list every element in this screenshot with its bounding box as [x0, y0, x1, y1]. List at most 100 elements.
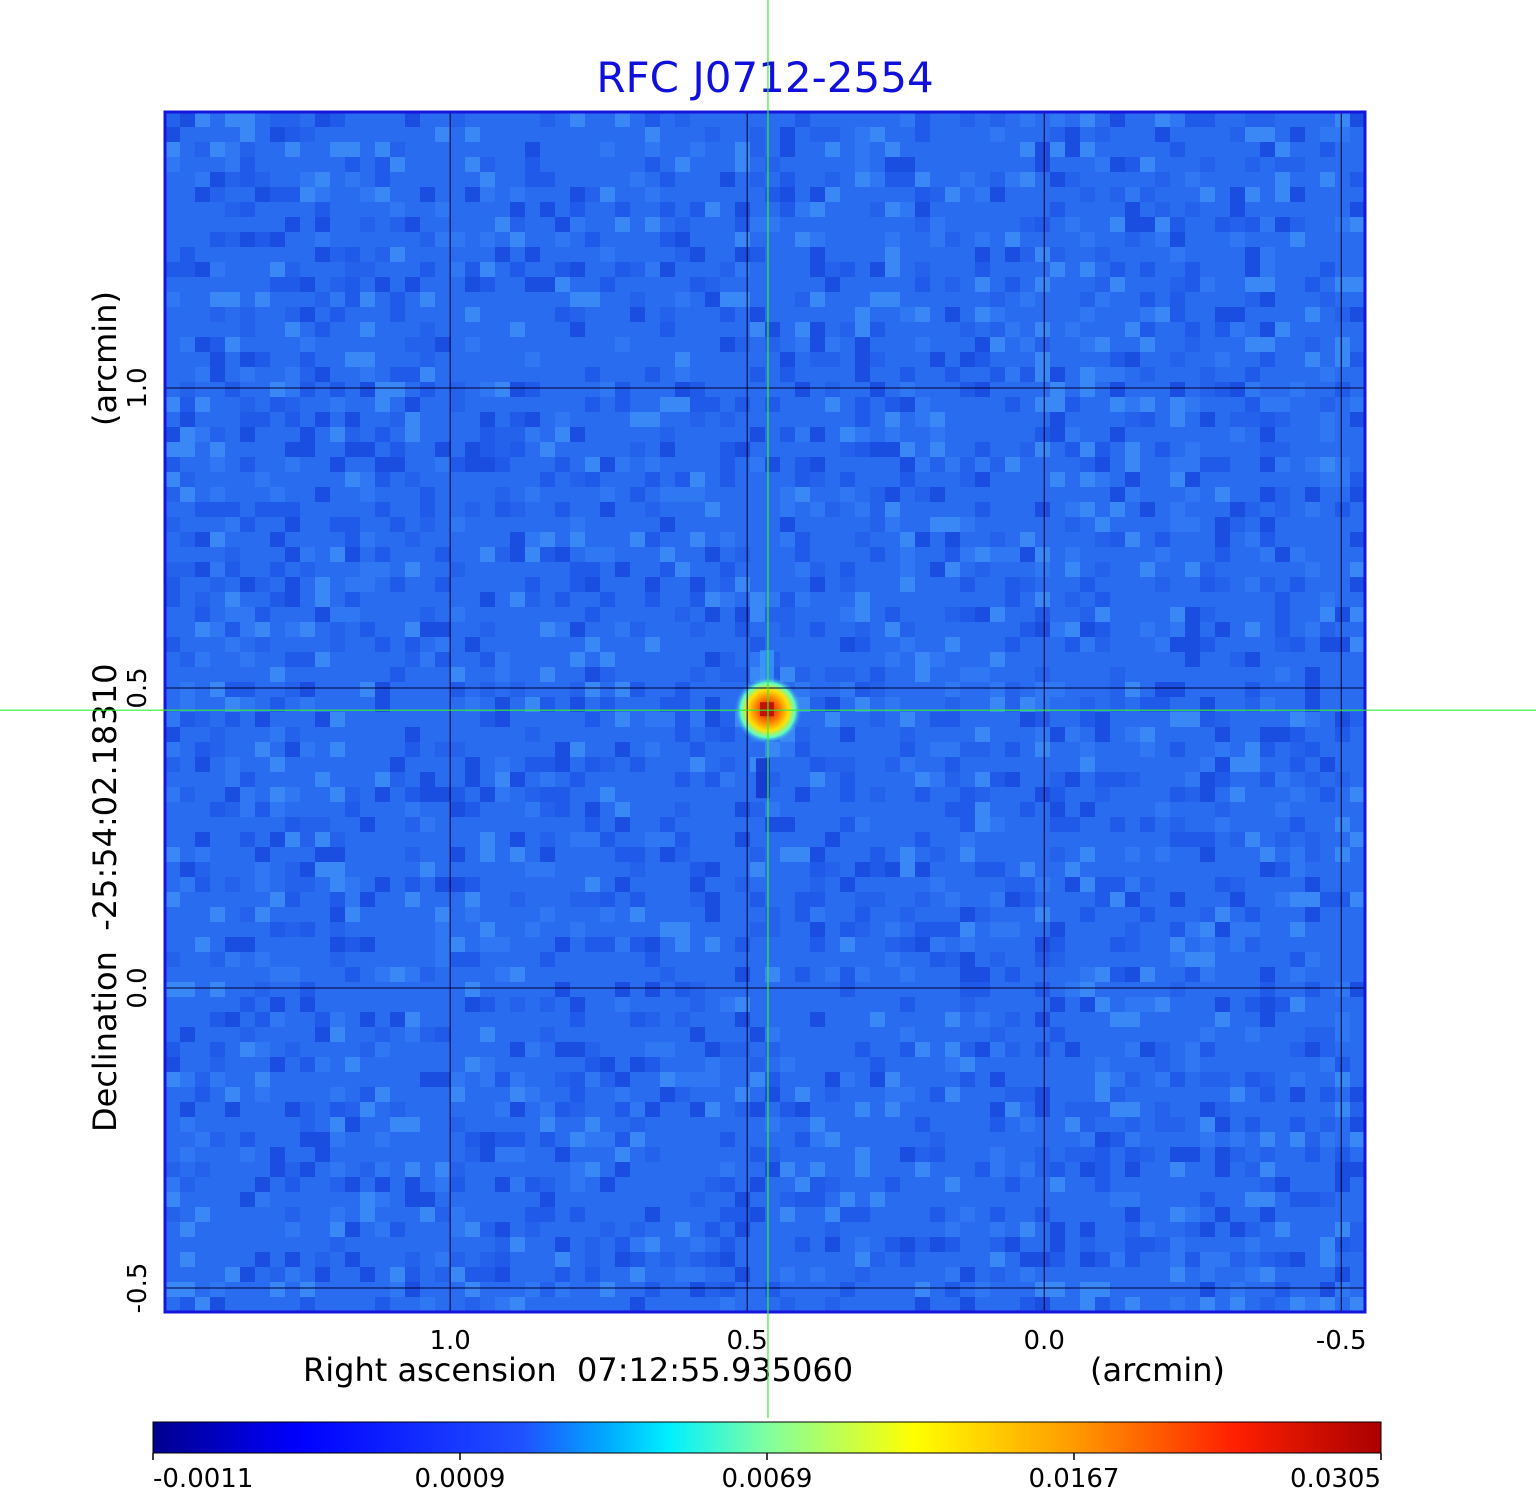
noise-cell — [825, 127, 840, 142]
noise-cell — [1080, 442, 1095, 457]
noise-cell — [1050, 1072, 1065, 1087]
noise-cell — [585, 607, 600, 622]
noise-cell — [1020, 697, 1035, 712]
noise-cell — [480, 922, 495, 937]
noise-cell — [1050, 412, 1065, 427]
noise-cell — [1110, 427, 1125, 442]
noise-cell — [1080, 877, 1095, 892]
noise-cell — [1005, 682, 1020, 697]
noise-cell — [480, 817, 495, 832]
noise-cell — [1185, 712, 1200, 727]
noise-cell — [450, 367, 465, 382]
noise-cell — [705, 292, 720, 307]
noise-cell — [345, 1177, 360, 1192]
noise-cell — [645, 187, 660, 202]
noise-cell — [660, 172, 675, 187]
noise-cell — [285, 862, 300, 877]
noise-cell — [1125, 1102, 1140, 1117]
noise-cell — [630, 1117, 645, 1132]
noise-cell — [1125, 187, 1140, 202]
noise-cell — [600, 592, 615, 607]
noise-cell — [720, 1177, 735, 1192]
noise-cell — [360, 367, 375, 382]
noise-cell — [990, 1207, 1005, 1222]
noise-cell — [345, 262, 360, 277]
noise-cell — [765, 1147, 780, 1162]
noise-cell — [390, 307, 405, 322]
noise-cell — [435, 457, 450, 472]
noise-cell — [855, 427, 870, 442]
noise-cell — [510, 682, 525, 697]
noise-cell — [1215, 277, 1230, 292]
noise-cell — [1095, 127, 1110, 142]
noise-cell — [1020, 1252, 1035, 1267]
noise-cell — [1125, 142, 1140, 157]
noise-cell — [1035, 442, 1050, 457]
noise-cell — [1335, 742, 1350, 757]
noise-cell — [975, 862, 990, 877]
noise-cell — [1200, 277, 1215, 292]
noise-cell — [810, 757, 825, 772]
noise-cell — [1095, 472, 1110, 487]
noise-cell — [765, 277, 780, 292]
noise-cell — [1035, 157, 1050, 172]
noise-cell — [1320, 397, 1335, 412]
noise-cell — [270, 862, 285, 877]
noise-cell — [1335, 217, 1350, 232]
noise-cell — [675, 352, 690, 367]
noise-cell — [375, 1147, 390, 1162]
noise-cell — [555, 757, 570, 772]
noise-cell — [870, 892, 885, 907]
noise-cell — [255, 457, 270, 472]
noise-cell — [360, 442, 375, 457]
noise-cell — [675, 847, 690, 862]
noise-cell — [960, 1132, 975, 1147]
colorbar-tick-label: 0.0305 — [1290, 1464, 1381, 1494]
noise-cell — [570, 592, 585, 607]
noise-cell — [255, 982, 270, 997]
noise-cell — [585, 907, 600, 922]
noise-cell — [810, 877, 825, 892]
noise-cell — [1350, 892, 1365, 907]
noise-cell — [930, 877, 945, 892]
noise-cell — [1215, 1207, 1230, 1222]
noise-cell — [540, 772, 555, 787]
noise-cell — [285, 667, 300, 682]
noise-cell — [1200, 487, 1215, 502]
noise-cell — [450, 457, 465, 472]
noise-cell — [795, 1132, 810, 1147]
noise-cell — [270, 187, 285, 202]
noise-cell — [1035, 1102, 1050, 1117]
noise-cell — [510, 382, 525, 397]
noise-cell — [1305, 1147, 1320, 1162]
noise-cell — [360, 1012, 375, 1027]
noise-cell — [1185, 1207, 1200, 1222]
noise-cell — [195, 1102, 210, 1117]
noise-cell — [495, 487, 510, 502]
noise-cell — [540, 112, 555, 127]
noise-cell — [1080, 382, 1095, 397]
noise-cell — [1155, 262, 1170, 277]
noise-cell — [1125, 532, 1140, 547]
noise-cell — [585, 682, 600, 697]
noise-cell — [450, 1252, 465, 1267]
noise-cell — [690, 532, 705, 547]
noise-cell — [795, 322, 810, 337]
noise-cell — [795, 1087, 810, 1102]
noise-cell — [390, 142, 405, 157]
noise-cell — [1125, 772, 1140, 787]
noise-cell — [585, 1237, 600, 1252]
noise-cell — [180, 472, 195, 487]
noise-cell — [705, 772, 720, 787]
noise-cell — [195, 1222, 210, 1237]
noise-cell — [285, 1177, 300, 1192]
noise-cell — [1185, 1252, 1200, 1267]
noise-cell — [300, 922, 315, 937]
noise-cell — [345, 802, 360, 817]
noise-cell — [615, 817, 630, 832]
noise-cell — [870, 982, 885, 997]
noise-cell — [1080, 907, 1095, 922]
noise-cell — [330, 937, 345, 952]
noise-cell — [1155, 217, 1170, 232]
noise-cell — [1305, 352, 1320, 367]
